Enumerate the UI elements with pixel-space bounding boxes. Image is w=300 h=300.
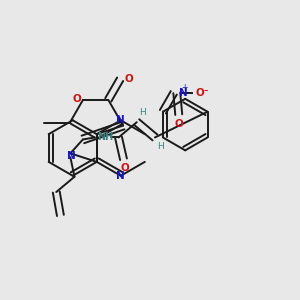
Text: O: O — [174, 118, 183, 129]
Text: O: O — [196, 88, 204, 98]
Text: N: N — [116, 115, 125, 125]
Text: +: + — [182, 83, 188, 92]
Text: -: - — [203, 84, 208, 97]
Text: O: O — [72, 94, 81, 104]
Text: NH: NH — [97, 133, 113, 142]
Text: O: O — [124, 74, 133, 84]
Text: H: H — [139, 108, 145, 117]
Text: N: N — [67, 151, 76, 161]
Text: N: N — [116, 171, 125, 181]
Text: O: O — [120, 163, 129, 173]
Text: N: N — [179, 88, 188, 98]
Text: H: H — [157, 142, 164, 152]
